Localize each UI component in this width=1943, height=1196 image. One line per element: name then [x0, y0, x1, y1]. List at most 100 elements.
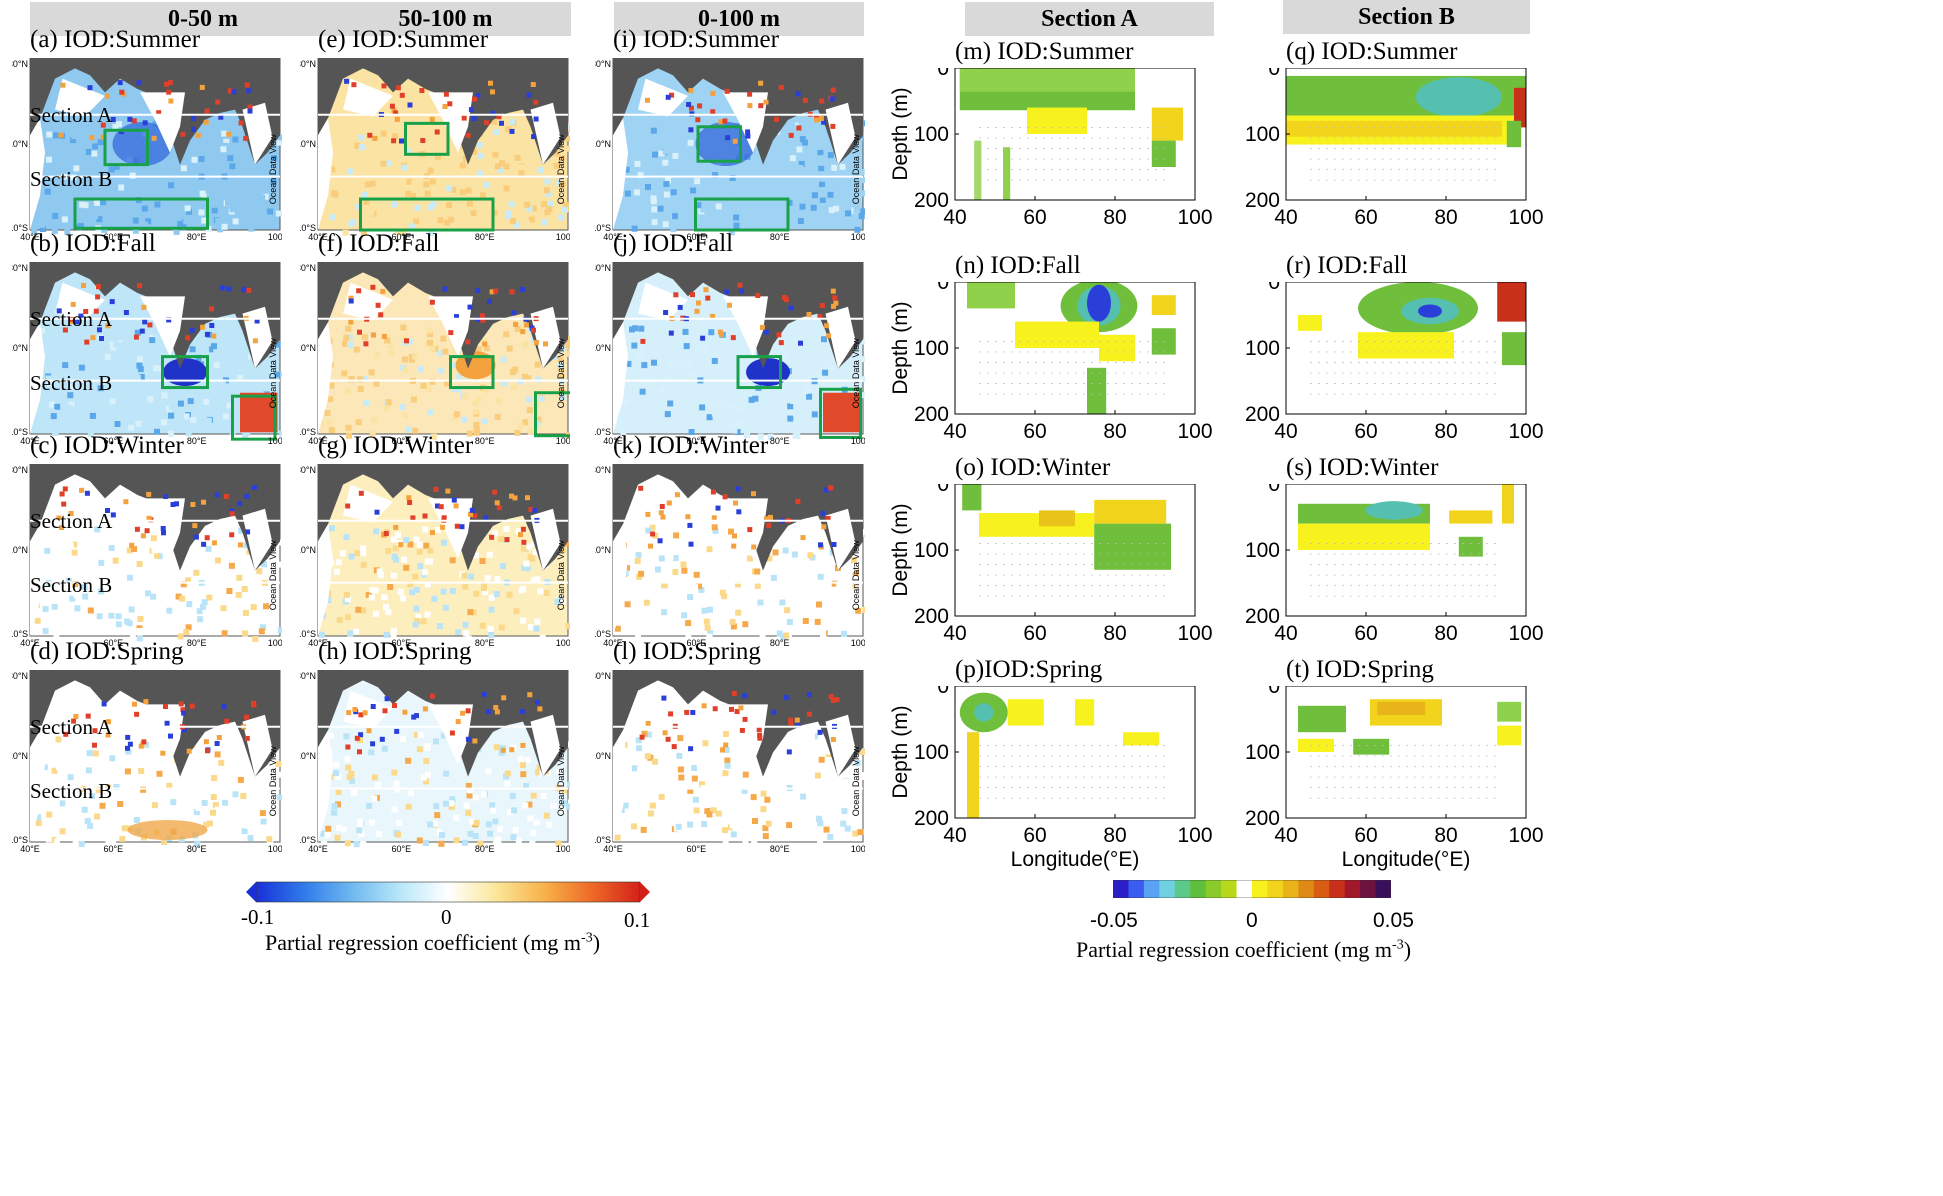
- map-plot: 30°N 10°N 10°S40°E 60°E 80°E 100°E Ocean Data …: [12, 58, 282, 242]
- section-panel-q: (q) IOD:Summer 0 100 200 40 60 80 100: [1216, 38, 1566, 260]
- lat-tick: 10°S: [300, 223, 316, 233]
- region-box: [694, 197, 790, 232]
- lat-tick: 30°N: [300, 59, 316, 69]
- longitude-tick: 60: [1023, 206, 1046, 229]
- region-box: [449, 355, 495, 390]
- longitude-tick: 100: [1508, 206, 1543, 229]
- map-plot: 30°N 10°N 10°S40°E 60°E 80°E 100°E Ocean Data …: [12, 670, 282, 854]
- colorbar-segment: [1143, 880, 1160, 898]
- lon-tick: 60°E: [104, 436, 124, 446]
- watermark: Ocean Data View: [556, 134, 566, 204]
- longitude-tick: 100: [1177, 206, 1212, 229]
- map-panel-label: (c) IOD:Winter: [30, 432, 184, 459]
- longitude-tick: 40: [943, 824, 966, 847]
- depth-tick: 200: [1245, 807, 1280, 830]
- map-panel-h: (h) IOD:Spring30°N10°N10°S40°E60°E80°E10…: [300, 638, 588, 854]
- map-panel-d: (d) IOD:Spring30°N10°N10°S40°E60°E80°E10…: [12, 638, 300, 854]
- map-plot: 30°N 10°N 10°S40°E 60°E 80°E 100°E Ocean Data …: [12, 464, 282, 648]
- region-box: [161, 355, 209, 390]
- map-panel-a: (a) IOD:Summer 30°N 10°N 10°S40°E 60°E 80°E 10…: [12, 26, 300, 242]
- lat-tick: 30°N: [300, 465, 316, 475]
- map-panel-c: (c) IOD:Winter30°N10°N10°S40°E60°E80°E10…: [12, 432, 300, 648]
- section-panel-label: (q) IOD:Summer: [1286, 38, 1458, 65]
- map-plot: 30°N 10°N 10°S40°E 60°E 80°E 100°E Ocean Data …: [595, 464, 865, 648]
- lon-tick: 80°E: [475, 232, 495, 242]
- section-panel-m: (m) IOD:Summer 0 100 200 40 60 80 100 Depth (m): [885, 38, 1235, 260]
- colorbar-right-bar: [1112, 879, 1392, 899]
- lon-tick: 60°E: [392, 232, 412, 242]
- longitude-tick: 40: [943, 206, 966, 229]
- watermark: Ocean Data View: [556, 746, 566, 816]
- map-panel-label: (l) IOD:Spring: [613, 638, 761, 665]
- lon-tick: 80°E: [770, 844, 790, 854]
- map-plot: 30°N 10°N 10°S40°E 60°E 80°E 100°E Ocean Data …: [300, 464, 570, 648]
- section-a-label: Section A: [30, 508, 113, 533]
- lon-tick: 60°E: [392, 638, 412, 648]
- longitude-tick: 40: [1274, 206, 1297, 229]
- watermark: Ocean Data View: [556, 540, 566, 610]
- lat-tick: 10°N: [595, 545, 611, 555]
- lon-tick: 100°E: [851, 638, 865, 648]
- lon-tick: 40°E: [308, 436, 328, 446]
- header-0-100m: 0-100 m: [614, 2, 864, 36]
- depth-tick: 0: [1268, 282, 1280, 294]
- depth-tick: 0: [1268, 686, 1280, 698]
- lon-tick: 100°E: [268, 844, 282, 854]
- region-box: [819, 387, 862, 439]
- map-plot: 30°N 10°N 10°S40°E 60°E 80°E 100°E Ocean Data …: [595, 670, 865, 854]
- lat-tick: 30°N: [12, 671, 28, 681]
- watermark: Ocean Data View: [851, 338, 861, 408]
- depth-tick: 0: [937, 68, 949, 80]
- lat-tick: 10°S: [12, 427, 28, 437]
- longitude-tick: 40: [1274, 622, 1297, 645]
- colorbar-left-min: -0.1: [241, 905, 275, 929]
- lat-tick: 10°N: [12, 751, 28, 761]
- lat-tick: 10°N: [300, 343, 316, 353]
- lon-tick: 40°E: [20, 638, 40, 648]
- lat-tick: 10°N: [12, 545, 28, 555]
- watermark: Ocean Data View: [851, 746, 861, 816]
- map-panel-j: (j) IOD:Fall30°N10°N10°S40°E60°E80°E100°…: [595, 230, 883, 446]
- longitude-tick: 80: [1103, 824, 1126, 847]
- lon-tick: 40°E: [603, 436, 623, 446]
- lon-tick: 100°E: [268, 436, 282, 446]
- lon-tick: 40°E: [603, 638, 623, 648]
- map-panel-label: (a) IOD:Summer: [30, 26, 201, 53]
- depth-tick: 100: [914, 123, 949, 146]
- lon-tick: 40°E: [603, 232, 623, 242]
- longitude-tick: 100: [1508, 824, 1543, 847]
- section-panel-t: (t) IOD:Spring 0 100 200 40 60 80 100 Longitude(…: [1216, 656, 1566, 878]
- lon-tick: 100°E: [851, 844, 865, 854]
- longitude-tick: 100: [1177, 420, 1212, 443]
- section-panel-label: (p)IOD:Spring: [955, 656, 1103, 683]
- lat-tick: 10°N: [300, 751, 316, 761]
- lon-tick: 100°E: [268, 638, 282, 648]
- lat-tick: 10°N: [595, 343, 611, 353]
- colorbar-left: [246, 880, 650, 904]
- region-box: [696, 125, 742, 163]
- map-plot: 30°N 10°N 10°S40°E 60°E 80°E 100°E Ocean Data …: [595, 262, 865, 446]
- map-panel-label: (i) IOD:Summer: [613, 26, 779, 53]
- colorbar-left-bar: [246, 881, 650, 903]
- depth-tick: 100: [1245, 741, 1280, 764]
- lat-tick: 30°N: [595, 465, 611, 475]
- lon-tick: 60°E: [104, 638, 124, 648]
- section-a-label: Section A: [30, 306, 113, 331]
- lon-tick: 80°E: [475, 436, 495, 446]
- longitude-axis-label: Longitude(°E): [1011, 848, 1140, 871]
- region-box: [231, 394, 277, 441]
- colorbar-segment: [1174, 880, 1191, 898]
- section-panel-n: (n) IOD:Fall 0 100 200 40 60 80 100 Depth (m): [885, 252, 1235, 474]
- colorbar-segment: [1221, 880, 1238, 898]
- lon-tick: 80°E: [475, 638, 495, 648]
- section-panel-p: (p)IOD:Spring 0 100 200 40 60 80 100 Depth (m) Lo…: [885, 656, 1235, 878]
- map-panel-b: (b) IOD:Fall30°N10°N10°S40°E60°E80°E100°…: [12, 230, 300, 446]
- colorbar-segment: [1252, 880, 1268, 898]
- depth-tick: 100: [1245, 123, 1280, 146]
- colorbar-segment: [1298, 880, 1315, 898]
- watermark: Ocean Data View: [556, 338, 566, 408]
